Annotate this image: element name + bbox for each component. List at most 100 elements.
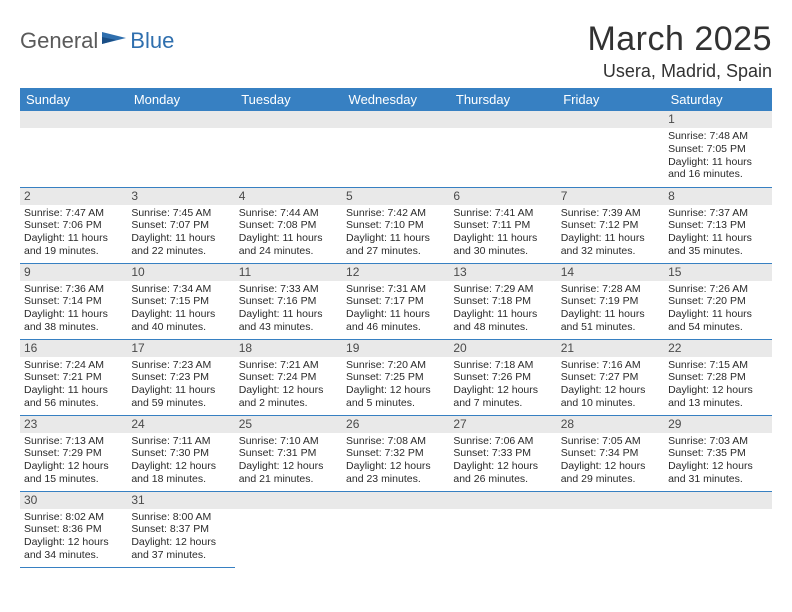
calendar-cell: 10Sunrise: 7:34 AMSunset: 7:15 PMDayligh…	[127, 263, 234, 339]
sunrise-text: Sunrise: 7:48 AM	[668, 130, 767, 143]
sunrise-text: Sunrise: 7:39 AM	[561, 207, 660, 220]
day-number: 2	[20, 188, 127, 205]
calendar-cell	[20, 111, 127, 187]
calendar-cell: 11Sunrise: 7:33 AMSunset: 7:16 PMDayligh…	[235, 263, 342, 339]
daylight-text: Daylight: 12 hours and 2 minutes.	[239, 384, 338, 410]
day-details: Sunrise: 7:18 AMSunset: 7:26 PMDaylight:…	[449, 357, 556, 412]
day-number: 14	[557, 264, 664, 281]
daylight-text: Daylight: 12 hours and 5 minutes.	[346, 384, 445, 410]
weekday-friday: Friday	[557, 88, 664, 111]
sunrise-text: Sunrise: 7:13 AM	[24, 435, 123, 448]
calendar-cell	[449, 111, 556, 187]
calendar-cell: 8Sunrise: 7:37 AMSunset: 7:13 PMDaylight…	[664, 187, 771, 263]
daylight-text: Daylight: 11 hours and 54 minutes.	[668, 308, 767, 334]
day-number	[342, 111, 449, 128]
calendar-row: 2 Sunrise: 7:47 AMSunset: 7:06 PM Daylight…	[20, 187, 772, 263]
day-number: 7	[557, 188, 664, 205]
sunset-text: Sunset: 7:06 PM	[24, 219, 123, 232]
daylight-text: Daylight: 11 hours and 59 minutes.	[131, 384, 230, 410]
weekday-monday: Monday	[127, 88, 234, 111]
sunset-text: Sunset: 7:27 PM	[561, 371, 660, 384]
daylight-text: Daylight: 12 hours and 10 minutes.	[561, 384, 660, 410]
sunrise-text: Sunrise: 7:41 AM	[453, 207, 552, 220]
sunrise-text: Sunrise: 7:44 AM	[239, 207, 338, 220]
daylight-text: Daylight: 11 hours and 35 minutes.	[668, 232, 767, 258]
weekday-sunday: Sunday	[20, 88, 127, 111]
day-number: 25	[235, 416, 342, 433]
sunset-text: Sunset: 7:29 PM	[24, 447, 123, 460]
day-number: 6	[449, 188, 556, 205]
daylight-text: Daylight: 12 hours and 15 minutes.	[24, 460, 123, 486]
sunrise-text: Sunrise: 7:11 AM	[131, 435, 230, 448]
day-number: 29	[664, 416, 771, 433]
calendar-cell: 16Sunrise: 7:24 AMSunset: 7:21 PMDayligh…	[20, 339, 127, 415]
calendar-cell: 2Sunrise: 7:47 AMSunset: 7:06 PMDaylight…	[20, 187, 127, 263]
daylight-text: Daylight: 11 hours and 32 minutes.	[561, 232, 660, 258]
location: Usera, Madrid, Spain	[587, 61, 772, 82]
calendar-cell: 20Sunrise: 7:18 AMSunset: 7:26 PMDayligh…	[449, 339, 556, 415]
day-number: 10	[127, 264, 234, 281]
day-details: Sunrise: 7:24 AMSunset: 7:21 PMDaylight:…	[20, 357, 127, 412]
sunrise-text: Sunrise: 7:45 AM	[131, 207, 230, 220]
calendar-cell	[342, 491, 449, 567]
day-number: 16	[20, 340, 127, 357]
day-details: Sunrise: 7:33 AMSunset: 7:16 PMDaylight:…	[235, 281, 342, 336]
calendar-row: 9Sunrise: 7:36 AMSunset: 7:14 PMDaylight…	[20, 263, 772, 339]
daylight-text: Daylight: 12 hours and 18 minutes.	[131, 460, 230, 486]
day-number	[127, 111, 234, 128]
sunrise-text: Sunrise: 7:36 AM	[24, 283, 123, 296]
daylight-text: Daylight: 12 hours and 29 minutes.	[561, 460, 660, 486]
day-details: Sunrise: 7:23 AMSunset: 7:23 PMDaylight:…	[127, 357, 234, 412]
day-details: Sunrise: 7:41 AMSunset: 7:11 PMDaylight:…	[449, 205, 556, 260]
sunrise-text: Sunrise: 7:18 AM	[453, 359, 552, 372]
daylight-text: Daylight: 12 hours and 23 minutes.	[346, 460, 445, 486]
day-number: 28	[557, 416, 664, 433]
daylight-text: Daylight: 11 hours and 43 minutes.	[239, 308, 338, 334]
sunset-text: Sunset: 7:23 PM	[131, 371, 230, 384]
sunset-text: Sunset: 7:10 PM	[346, 219, 445, 232]
day-details: Sunrise: 7:29 AMSunset: 7:18 PMDaylight:…	[449, 281, 556, 336]
day-details: Sunrise: 7:26 AMSunset: 7:20 PMDaylight:…	[664, 281, 771, 336]
day-number: 31	[127, 492, 234, 509]
daylight-text: Daylight: 12 hours and 21 minutes.	[239, 460, 338, 486]
daylight-text: Daylight: 11 hours and 24 minutes.	[239, 232, 338, 258]
sunset-text: Sunset: 7:28 PM	[668, 371, 767, 384]
sunset-text: Sunset: 7:12 PM	[561, 219, 660, 232]
calendar-cell: 18Sunrise: 7:21 AMSunset: 7:24 PMDayligh…	[235, 339, 342, 415]
calendar-cell	[557, 491, 664, 567]
flag-icon	[102, 30, 128, 53]
sunset-text: Sunset: 7:11 PM	[453, 219, 552, 232]
day-number: 27	[449, 416, 556, 433]
day-number: 15	[664, 264, 771, 281]
day-details: Sunrise: 7:21 AMSunset: 7:24 PMDaylight:…	[235, 357, 342, 412]
sunrise-text: Sunrise: 7:47 AM	[24, 207, 123, 220]
calendar-row: 16Sunrise: 7:24 AMSunset: 7:21 PMDayligh…	[20, 339, 772, 415]
daylight-text: Daylight: 11 hours and 27 minutes.	[346, 232, 445, 258]
daylight-text: Daylight: 11 hours and 16 minutes.	[668, 156, 767, 182]
sunrise-text: Sunrise: 7:31 AM	[346, 283, 445, 296]
day-details: Sunrise: 7:03 AMSunset: 7:35 PMDaylight:…	[664, 433, 771, 488]
sunset-text: Sunset: 7:25 PM	[346, 371, 445, 384]
sunrise-text: Sunrise: 7:34 AM	[131, 283, 230, 296]
day-number	[235, 492, 342, 509]
sunrise-text: Sunrise: 7:29 AM	[453, 283, 552, 296]
sunset-text: Sunset: 7:33 PM	[453, 447, 552, 460]
sunset-text: Sunset: 7:24 PM	[239, 371, 338, 384]
day-details: Sunrise: 7:34 AMSunset: 7:15 PMDaylight:…	[127, 281, 234, 336]
sunrise-text: Sunrise: 7:10 AM	[239, 435, 338, 448]
daylight-text: Daylight: 11 hours and 22 minutes.	[131, 232, 230, 258]
day-number: 21	[557, 340, 664, 357]
day-details: Sunrise: 7:11 AMSunset: 7:30 PMDaylight:…	[127, 433, 234, 488]
day-details: Sunrise: 8:02 AMSunset: 8:36 PMDaylight:…	[20, 509, 127, 564]
calendar-cell: 1Sunrise: 7:48 AMSunset: 7:05 PMDaylight…	[664, 111, 771, 187]
sunrise-text: Sunrise: 7:15 AM	[668, 359, 767, 372]
day-number: 13	[449, 264, 556, 281]
sunset-text: Sunset: 7:31 PM	[239, 447, 338, 460]
sunset-text: Sunset: 7:34 PM	[561, 447, 660, 460]
header: General Blue March 2025 Usera, Madrid, S…	[20, 20, 772, 82]
weekday-thursday: Thursday	[449, 88, 556, 111]
sunset-text: Sunset: 7:35 PM	[668, 447, 767, 460]
day-number: 30	[20, 492, 127, 509]
sunrise-text: Sunrise: 7:33 AM	[239, 283, 338, 296]
day-details: Sunrise: 7:15 AMSunset: 7:28 PMDaylight:…	[664, 357, 771, 412]
